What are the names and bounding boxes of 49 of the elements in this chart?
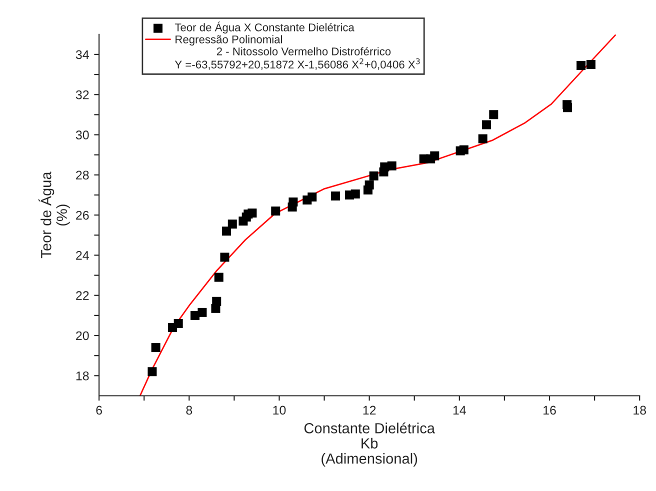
point <box>248 208 257 218</box>
point <box>271 206 280 216</box>
y-tick-label: 18 <box>76 371 89 380</box>
point <box>489 110 498 120</box>
point <box>308 192 317 202</box>
y-tick-label: 20 <box>76 331 89 340</box>
point <box>586 60 596 69</box>
y-tick-label: 28 <box>76 170 89 180</box>
point <box>459 145 468 154</box>
point <box>222 226 232 236</box>
point <box>214 272 224 282</box>
legend-label: Teor de Água X Constante Dielétrica <box>174 22 354 34</box>
point <box>576 60 586 70</box>
y-tick-label: 30 <box>76 130 89 140</box>
line-series <box>139 34 616 396</box>
x-tick-label: 14 <box>453 406 466 415</box>
y-tick-label: 22 <box>76 291 89 300</box>
point <box>563 103 572 112</box>
point <box>482 120 491 130</box>
x-tick-label: 12 <box>363 406 376 415</box>
point <box>478 134 488 144</box>
point <box>228 220 237 229</box>
point <box>174 318 183 328</box>
x-axis-title: Constante Dielétrica Kb (Adimensional) <box>304 422 435 467</box>
point <box>331 191 340 200</box>
annotation: Y =-63,55792+20,51872 X-1,56086 X$^{2}$+0,0406 X$^{3}$ <box>174 58 420 70</box>
x-tick-label: 18 <box>634 406 646 415</box>
point <box>151 343 160 352</box>
point <box>212 296 222 306</box>
y-tick-label: 32 <box>76 90 89 100</box>
point <box>220 252 230 262</box>
point <box>364 180 374 190</box>
x-tick-label: 8 <box>186 406 192 415</box>
point <box>198 308 207 317</box>
x-tick-label: 6 <box>96 406 102 415</box>
legend-label: Regressão Polinomial <box>176 35 282 46</box>
y-axis-title: Teor de Água (%) <box>38 172 70 258</box>
point <box>350 189 360 198</box>
x-tick-label: 16 <box>544 406 556 415</box>
point <box>387 161 396 170</box>
point <box>148 367 157 376</box>
y-tick-label: 26 <box>76 210 89 220</box>
point <box>430 151 440 160</box>
y-tick-label: 34 <box>76 50 89 60</box>
annotation: 2 - Nitossolo Vermelho Distroférrico <box>216 47 391 56</box>
y-tick-label: 24 <box>76 251 89 260</box>
point <box>288 198 298 207</box>
point <box>369 171 378 180</box>
x-tick-label: 10 <box>273 406 286 415</box>
